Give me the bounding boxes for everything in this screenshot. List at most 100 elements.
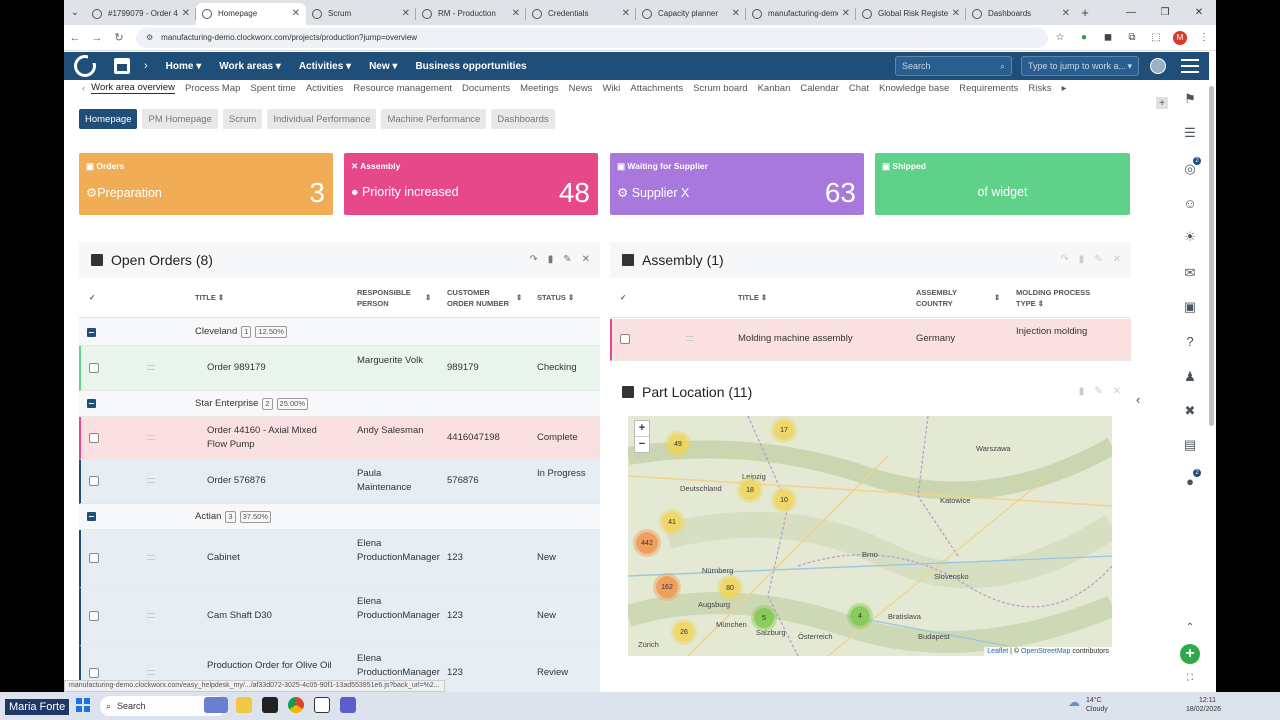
checklist-icon[interactable]: ☰ xyxy=(1184,125,1196,140)
leaflet-link[interactable]: Leaflet xyxy=(987,648,1009,655)
drag-handle-icon[interactable] xyxy=(147,435,155,440)
browser-tab[interactable]: Credentials ✕ xyxy=(526,3,636,25)
row-title[interactable]: Cabinet xyxy=(207,552,240,563)
add-note-icon[interactable]: ▣ xyxy=(1183,299,1197,314)
page-scrollbar[interactable] xyxy=(1209,86,1214,426)
group-row[interactable]: Cleveland 1 12.50% xyxy=(79,318,600,346)
close-icon[interactable]: ✕ xyxy=(1112,254,1121,265)
tab-search-icon[interactable]: ⌄ xyxy=(70,7,80,18)
tab-homepage[interactable]: Homepage xyxy=(79,109,138,129)
map-cluster-marker[interactable]: 80 xyxy=(720,578,740,598)
expand-icon[interactable]: ⛶ xyxy=(1186,671,1194,682)
close-icon[interactable]: ✕ xyxy=(291,8,300,19)
browser-tab[interactable]: manufacturing-demo ✕ xyxy=(746,3,856,25)
new-tab-plus-icon[interactable]: + xyxy=(1081,5,1089,20)
map-cluster-marker[interactable]: 18 xyxy=(740,480,760,500)
tab-pm-homepage[interactable]: PM Homepage xyxy=(142,109,218,129)
close-icon[interactable]: ✕ xyxy=(511,8,520,19)
profile-avatar[interactable]: M xyxy=(1173,30,1187,45)
row-checkbox[interactable] xyxy=(89,433,99,443)
tab-machine-performance[interactable]: Machine Performance xyxy=(381,109,487,129)
search-icon[interactable]: ⌕ xyxy=(999,60,1005,71)
collapse-toggle-icon[interactable] xyxy=(87,512,96,521)
module-tab[interactable]: Documents xyxy=(462,82,511,94)
browser-tab-active[interactable]: Homepage ✕ xyxy=(196,2,306,25)
card-waiting-for-supplier[interactable]: ▣ Waiting for Supplier ⚙ Supplier X 63 xyxy=(610,153,864,215)
row-checkbox[interactable] xyxy=(620,334,630,344)
zoom-out-button[interactable]: − xyxy=(635,436,649,452)
browser-menu-icon[interactable]: ⋮ xyxy=(1199,32,1209,43)
delete-icon[interactable]: ▮ xyxy=(1078,386,1085,397)
header-search-input[interactable]: Search ⌕ xyxy=(895,56,1012,76)
downloads-icon[interactable]: ⬚ xyxy=(1151,32,1161,43)
module-tab[interactable]: Attachments xyxy=(630,82,684,94)
map-cluster-marker[interactable]: 4 xyxy=(850,606,870,626)
person-icon[interactable]: ♟ xyxy=(1184,369,1196,384)
browser-tab[interactable]: RM - Production ✕ xyxy=(416,3,526,25)
sort-icon[interactable]: ⇕ xyxy=(516,293,523,302)
close-icon[interactable]: ✕ xyxy=(1112,386,1121,397)
column-customer-order[interactable]: CUSTOMER ORDER NUMBER xyxy=(447,287,510,308)
extensions-puzzle-icon[interactable]: ⧉ xyxy=(1128,32,1136,43)
chevron-right-icon[interactable]: › xyxy=(144,60,148,72)
row-checkbox[interactable] xyxy=(89,553,99,563)
chrome-icon[interactable] xyxy=(288,697,304,713)
column-responsible[interactable]: RESPONSIBLE PERSON xyxy=(357,287,411,308)
drag-handle-icon[interactable] xyxy=(686,336,694,341)
module-tab-work-area-overview[interactable]: Work area overview xyxy=(91,82,175,94)
drag-handle-icon[interactable] xyxy=(147,670,155,675)
chevron-up-icon[interactable]: ⌃ xyxy=(1185,621,1195,633)
weather-widget[interactable]: ☁ 14°C Cloudy xyxy=(1068,695,1108,713)
map-cluster-marker[interactable]: 41 xyxy=(662,512,682,532)
close-icon[interactable]: ✕ xyxy=(621,8,630,19)
row-title[interactable]: Production Order for Olive Oil xyxy=(207,660,332,671)
close-icon[interactable]: ✕ xyxy=(731,8,740,19)
module-tab[interactable]: News xyxy=(568,82,593,94)
close-icon[interactable]: ✕ xyxy=(951,8,960,19)
menu-activities[interactable]: Activities ▾ xyxy=(298,60,352,72)
module-tab[interactable]: Kanban xyxy=(757,82,791,94)
map-cluster-marker[interactable]: 442 xyxy=(636,532,658,554)
table-row[interactable]: Order 44160 - Axial Mixed Flow Pump Andy… xyxy=(79,417,600,460)
row-checkbox[interactable] xyxy=(89,363,99,373)
browser-tab[interactable]: Dashboards ✕ xyxy=(966,3,1076,25)
part-location-map[interactable]: + − Warszawa Deutschland Leipzig Katowic… xyxy=(628,416,1112,656)
column-assembly-country[interactable]: ASSEMBLY COUNTRY xyxy=(916,287,957,308)
lightbulb-icon[interactable]: ☀ xyxy=(1184,229,1196,244)
target-icon[interactable]: ◎ 2 xyxy=(1183,157,1201,176)
chevron-down-icon[interactable]: ▾ xyxy=(1127,60,1132,71)
forward-arrow-icon[interactable]: → xyxy=(91,31,103,44)
close-icon[interactable]: ✕ xyxy=(581,254,590,265)
browser-tab[interactable]: Scrum ✕ xyxy=(306,3,416,25)
table-row[interactable]: Molding machine assembly Germany Injecti… xyxy=(610,319,1131,361)
extension-green-icon[interactable]: ● xyxy=(1080,32,1088,43)
calendar-icon[interactable] xyxy=(114,58,130,74)
user-search-icon[interactable]: ☺ xyxy=(1183,195,1197,211)
close-icon[interactable]: ✕ xyxy=(841,8,850,19)
edit-icon[interactable]: ✎ xyxy=(1094,254,1103,265)
collapse-sidebar-chevron-icon[interactable]: ‹ xyxy=(1136,392,1141,407)
row-checkbox[interactable] xyxy=(89,668,99,678)
site-info-icon[interactable]: ⚙ xyxy=(146,33,154,42)
terminal-icon[interactable] xyxy=(262,697,278,713)
map-cluster-marker[interactable]: 162 xyxy=(656,576,678,598)
module-tab[interactable]: Meetings xyxy=(520,82,559,94)
row-checkbox[interactable] xyxy=(89,476,99,486)
close-icon[interactable]: ✕ xyxy=(181,8,190,19)
sort-icon[interactable]: ⇕ xyxy=(425,293,432,302)
map-cluster-marker[interactable]: 17 xyxy=(774,420,794,440)
module-tab[interactable]: Wiki xyxy=(602,82,621,94)
flag-icon[interactable]: ⚑ xyxy=(1184,91,1196,106)
widgets-icon[interactable] xyxy=(204,697,228,713)
table-row[interactable]: Cam Shaft D30 Elena ProductionManager 12… xyxy=(79,588,600,646)
delete-icon[interactable]: ▮ xyxy=(547,254,554,265)
nav-scroll-left-icon[interactable]: ‹ xyxy=(82,82,86,94)
module-tab[interactable]: Calendar xyxy=(800,82,839,94)
drag-handle-icon[interactable] xyxy=(147,555,155,560)
map-cluster-marker[interactable]: 10 xyxy=(774,490,794,510)
module-tab[interactable]: Chat xyxy=(848,82,869,94)
taskbar-clock[interactable]: 12:11 18/02/2026 xyxy=(1186,697,1222,713)
back-arrow-icon[interactable]: ← xyxy=(69,31,81,44)
refresh-icon[interactable]: ↷ xyxy=(529,254,538,265)
row-title[interactable]: Molding machine assembly xyxy=(738,333,853,344)
